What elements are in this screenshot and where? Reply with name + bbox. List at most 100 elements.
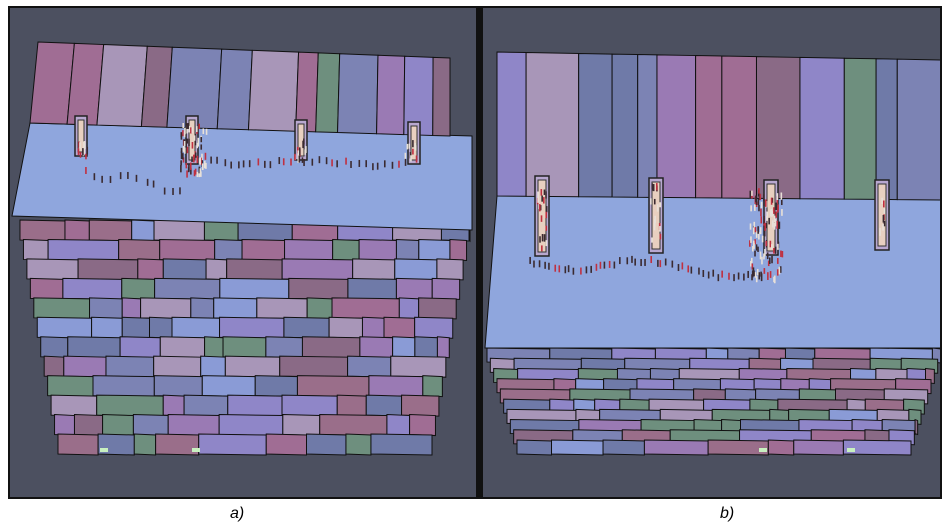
floor-store: [390, 355, 447, 378]
pedestrian: [311, 158, 314, 166]
floor-store: [224, 355, 281, 378]
pedestrian: [650, 198, 652, 205]
floor-store: [121, 277, 156, 300]
floor-store: [29, 277, 64, 300]
pedestrian: [771, 220, 774, 228]
pedestrian: [883, 200, 885, 208]
pedestrian: [650, 256, 653, 264]
pedestrian: [659, 226, 661, 232]
panel-divider: [478, 6, 481, 499]
pedestrian: [778, 267, 781, 275]
floor-store: [214, 238, 243, 261]
floor-store: [551, 439, 604, 456]
store-unit: [637, 54, 658, 198]
store-unit: [525, 52, 580, 198]
floor-store: [281, 258, 354, 281]
pedestrian: [769, 240, 772, 248]
pedestrian: [761, 256, 763, 265]
pedestrian: [757, 226, 759, 234]
pedestrian: [350, 160, 352, 168]
pedestrian: [358, 159, 361, 167]
pedestrian: [230, 161, 232, 169]
pedestrian: [398, 160, 400, 168]
pedestrian: [765, 199, 767, 207]
pedestrian: [127, 171, 129, 179]
pedestrian: [201, 153, 203, 161]
pedestrian: [533, 260, 535, 268]
mall-model: [11, 41, 473, 456]
pedestrian: [412, 148, 414, 155]
pedestrian: [305, 146, 307, 153]
pedestrian: [183, 141, 186, 147]
floor-store: [222, 336, 267, 359]
floor-store: [190, 297, 215, 320]
pedestrian: [187, 167, 190, 173]
pedestrian: [191, 156, 193, 163]
pedestrian: [391, 161, 394, 169]
floor-store: [643, 439, 709, 456]
pedestrian: [182, 145, 185, 152]
pedestrian: [196, 142, 199, 149]
floor-store: [398, 297, 420, 320]
pedestrian: [372, 163, 374, 171]
pedestrian: [687, 265, 690, 273]
floor-store: [395, 238, 420, 261]
pedestrian: [184, 147, 186, 154]
escalator-steps: [877, 183, 887, 247]
pedestrian: [765, 240, 768, 247]
pedestrian: [653, 223, 656, 231]
floor-store: [162, 394, 185, 417]
simulation-view-a: [11, 41, 473, 456]
pedestrian: [203, 160, 206, 169]
pedestrian: [82, 148, 84, 156]
pedestrian: [774, 219, 777, 227]
pedestrian: [659, 202, 662, 208]
pedestrian: [634, 258, 636, 266]
pedestrian: [764, 248, 766, 257]
pedestrian: [194, 168, 197, 175]
floor-store: [149, 316, 173, 339]
pedestrian: [297, 150, 300, 157]
store-unit: [337, 53, 379, 135]
floor-store: [368, 375, 424, 398]
pedestrian: [282, 158, 285, 166]
top-floor: [484, 51, 940, 349]
pedestrian: [769, 271, 772, 278]
pedestrian: [205, 128, 208, 135]
floor-store: [153, 355, 202, 378]
floor-store: [200, 355, 226, 378]
pedestrian: [409, 152, 412, 159]
pedestrian: [180, 147, 183, 153]
floor-store: [842, 439, 912, 456]
pedestrian: [188, 138, 190, 147]
floor-store: [422, 375, 443, 398]
pedestrian: [200, 157, 202, 165]
pedestrian: [325, 157, 328, 165]
pedestrian: [757, 246, 759, 252]
pedestrian: [248, 160, 251, 168]
pedestrian: [771, 211, 774, 217]
pedestrian: [640, 259, 642, 267]
pedestrian: [721, 270, 723, 278]
pedestrian: [626, 257, 629, 265]
floor-store: [256, 297, 308, 320]
floor-store: [26, 258, 79, 281]
pedestrian: [751, 270, 754, 278]
pedestrian: [766, 215, 768, 221]
pedestrian: [761, 235, 764, 243]
floor-store: [241, 238, 286, 261]
pedestrian: [767, 260, 770, 267]
store-unit: [656, 54, 697, 199]
pedestrian: [619, 257, 621, 265]
floor-store: [328, 316, 363, 339]
floor-store: [352, 258, 396, 281]
pedestrian: [651, 183, 654, 190]
floor-store: [282, 414, 321, 437]
floor-store: [265, 433, 308, 456]
floor-store: [359, 336, 394, 359]
pedestrian: [191, 142, 194, 149]
pedestrian: [172, 187, 174, 195]
pedestrian: [537, 191, 539, 200]
floor-store: [57, 433, 99, 456]
pedestrian: [541, 245, 543, 252]
